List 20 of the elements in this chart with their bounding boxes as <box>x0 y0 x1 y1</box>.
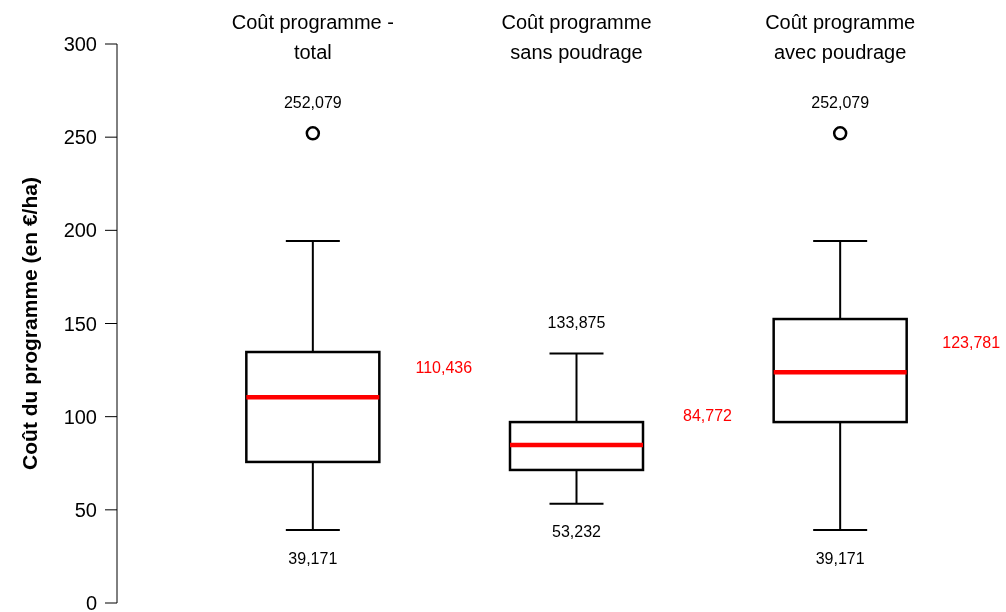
y-tick-label: 250 <box>63 126 97 149</box>
annotation: 252,079 <box>283 93 342 111</box>
y-tick-label: 100 <box>63 405 97 428</box>
annotation: 39,171 <box>815 549 865 567</box>
y-tick-label: 150 <box>63 312 97 335</box>
y-tick-label: 50 <box>74 498 97 521</box>
annotation: 110,436 <box>415 358 473 376</box>
y-tick-label: 300 <box>63 33 97 55</box>
x-tick-label: Coût programme sans poudrage <box>501 11 652 63</box>
x-tick-label: Coût programme avec poudrage <box>765 11 916 63</box>
annotation: 123,781 <box>942 333 1001 351</box>
annotation: 252,079 <box>811 93 870 111</box>
annotation: 133,875 <box>547 314 606 332</box>
x-tick-label: Coût programme - total <box>231 11 394 63</box>
y-axis-title: Coût du programme (en €/ha) <box>18 177 42 470</box>
y-tick-label: 200 <box>63 219 97 242</box>
annotation: 84,772 <box>683 406 733 424</box>
y-tick-label: 0 <box>85 592 97 612</box>
annotation: 53,232 <box>552 523 602 541</box>
annotation: 39,171 <box>288 549 338 567</box>
